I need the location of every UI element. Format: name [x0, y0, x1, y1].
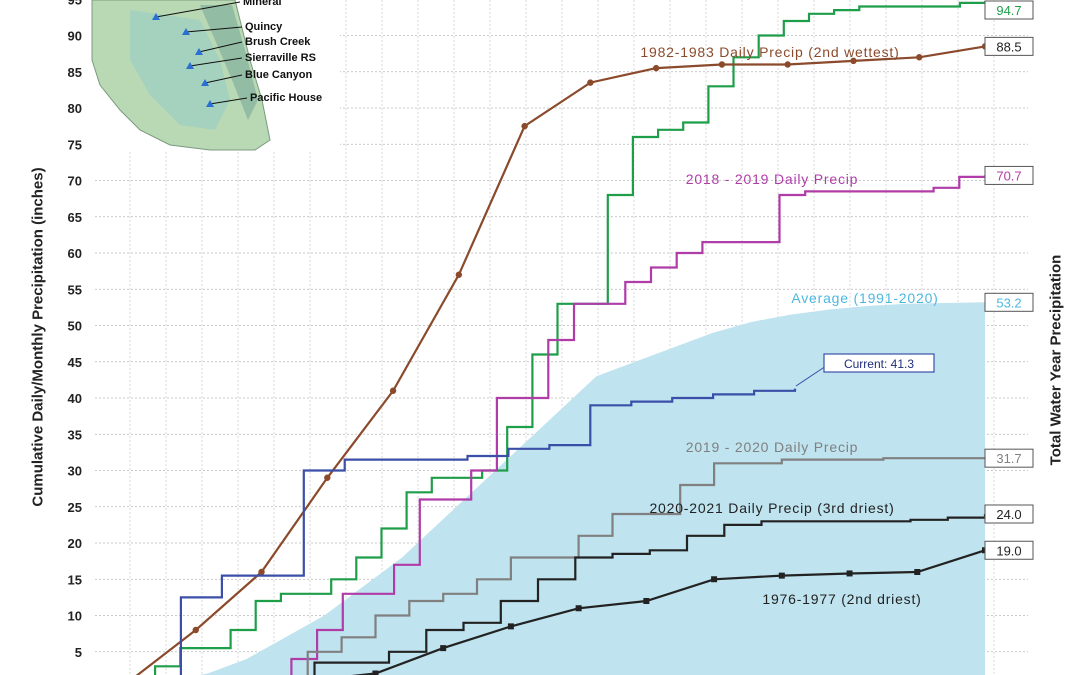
end-value-box — [984, 165, 1034, 185]
y-tick-label: 45 — [68, 355, 82, 370]
data-point — [652, 64, 660, 72]
station-label: Brush Creek — [245, 36, 311, 48]
data-point — [587, 79, 594, 86]
station-marker-icon — [186, 62, 194, 69]
station-pointer — [189, 57, 243, 67]
station-label: Mineral — [243, 0, 282, 8]
right-axis-label: Total Water Year Precipitation — [1047, 254, 1065, 466]
data-point — [507, 623, 514, 630]
current-label-box — [823, 353, 935, 373]
line-2019-2020 — [306, 457, 985, 675]
average-1991-2020-area — [199, 302, 985, 675]
y-tick-label: 5 — [75, 645, 82, 660]
end-value-box — [984, 504, 1034, 524]
series-label: 2020-2021 Daily Precip (3rd driest) — [649, 500, 894, 516]
data-point — [575, 605, 582, 612]
end-value-label: 19.0 — [996, 543, 1021, 558]
end-value-box — [984, 448, 1034, 468]
series-label: 2019 - 2020 Daily Precip — [686, 439, 859, 455]
y-tick-label: 35 — [68, 427, 82, 442]
station-label: Blue Canyon — [245, 69, 313, 81]
data-point — [440, 645, 447, 652]
location-map: Mineral Quincy Brush Creek Sierraville RS Bl… — [91, 0, 340, 151]
station-marker-icon — [182, 28, 190, 35]
station-marker-icon — [201, 79, 209, 86]
wettest-1982-83-green-line — [154, 1, 987, 675]
data-point — [784, 61, 791, 68]
end-value-box — [984, 36, 1034, 56]
average-area — [199, 302, 985, 675]
end-value-label: 94.7 — [996, 3, 1021, 18]
station-pointer — [155, 1, 241, 18]
end-value-boxes: 94.7 88.5 70.7 53.2 31.7 24.0 19.0 — [984, 0, 1034, 560]
y-tick-labels: 5 10 15 20 25 30 35 40 45 50 55 60 65 70 75 80 85 90 95 — [68, 0, 82, 660]
y-tick-label: 60 — [68, 246, 82, 261]
series-label: Average (1991-2020) — [791, 290, 938, 306]
data-point — [455, 271, 463, 278]
end-value-box — [984, 540, 1034, 560]
station-pointer — [198, 41, 243, 53]
series-lines — [135, 1, 989, 675]
y-tick-label: 95 — [68, 0, 82, 7]
y-tick-label: 80 — [68, 101, 82, 116]
y-tick-label: 85 — [68, 65, 82, 80]
y-tick-label: 75 — [68, 137, 82, 152]
y-tick-label: 25 — [68, 500, 82, 515]
line-2018-2019 — [290, 175, 987, 675]
y-axis-label: Cumulative Daily/Monthly Precipitation (… — [29, 167, 47, 507]
data-point — [324, 474, 331, 481]
y-tick-label: 65 — [68, 210, 82, 225]
series-labels: 1982-1983 Daily Precip (2nd wettest) 2018… — [640, 44, 938, 607]
y-tick-label: 50 — [68, 319, 82, 334]
station-label: Pacific House — [250, 92, 322, 104]
y-tick-label: 20 — [68, 536, 82, 551]
data-point — [718, 61, 726, 68]
data-point — [916, 54, 923, 61]
series-label: 1976-1977 (2nd driest) — [762, 591, 921, 607]
end-value-label: 70.7 — [996, 168, 1021, 183]
station-pointer — [204, 74, 243, 84]
data-point — [389, 387, 397, 394]
data-point — [258, 568, 265, 576]
station-label: Sierraville RS — [245, 52, 316, 64]
station-marker-icon — [195, 48, 203, 55]
series-label: 2018 - 2019 Daily Precip — [686, 171, 859, 187]
y-tick-label: 40 — [68, 391, 82, 406]
y-tick-label: 55 — [68, 282, 82, 297]
data-point — [850, 57, 857, 65]
data-point — [711, 576, 718, 583]
end-value-label: 53.2 — [996, 295, 1021, 310]
data-point — [778, 572, 785, 579]
sierra-region — [130, 10, 230, 130]
data-point — [521, 122, 528, 130]
station-marker-icon — [152, 13, 160, 20]
current-pointer — [795, 365, 827, 387]
station-pointer — [185, 26, 243, 33]
end-value-box — [984, 0, 1034, 20]
data-point — [372, 670, 379, 675]
series-label: 1982-1983 Daily Precip (2nd wettest) — [640, 44, 899, 60]
end-value-label: 88.5 — [996, 39, 1021, 54]
line-1982-1983 — [135, 45, 986, 675]
line-2020-2021 — [313, 514, 987, 675]
end-value-box — [984, 292, 1034, 312]
y-tick-label: 15 — [68, 572, 82, 587]
station-pointer — [209, 97, 248, 105]
end-value-label: 24.0 — [996, 507, 1021, 522]
y-tick-label: 10 — [68, 609, 82, 624]
data-point — [914, 569, 921, 575]
station-label: Quincy — [245, 21, 283, 33]
mountain-region — [200, 5, 258, 120]
y-tick-label: 30 — [68, 464, 82, 479]
data-point — [643, 598, 650, 604]
y-tick-label: 90 — [68, 29, 82, 44]
data-point — [846, 570, 853, 577]
data-point — [192, 626, 199, 634]
end-value-label: 31.7 — [996, 451, 1021, 466]
current-label: Current: 41.3 — [844, 357, 914, 371]
y-tick-label: 70 — [68, 174, 82, 189]
station-marker-icon — [206, 100, 214, 107]
current-line — [179, 388, 797, 675]
